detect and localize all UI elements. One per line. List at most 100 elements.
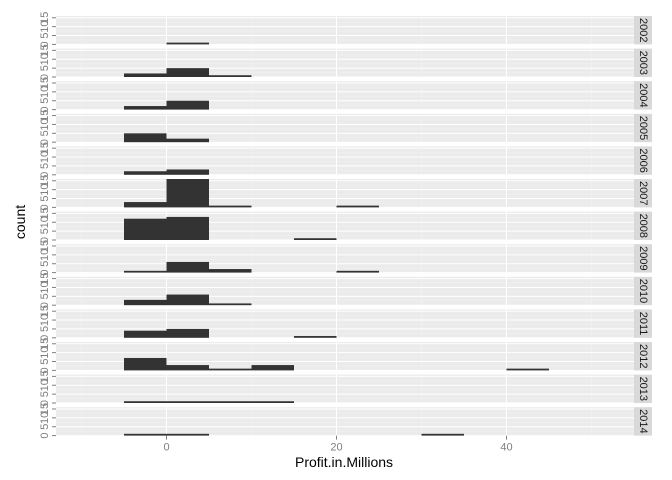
facet-strip bbox=[634, 146, 652, 175]
histogram-bar bbox=[251, 365, 294, 371]
y-tick-label: 0 bbox=[39, 433, 51, 439]
histogram-bar bbox=[209, 75, 252, 77]
y-tick-label: 10 bbox=[39, 347, 51, 359]
histogram-bar bbox=[166, 169, 209, 175]
histogram-bar bbox=[124, 73, 167, 77]
y-tick-label: 10 bbox=[39, 53, 51, 65]
histogram-bar bbox=[124, 171, 167, 175]
y-tick-label: 10 bbox=[39, 314, 51, 326]
histogram-bar bbox=[166, 433, 209, 436]
y-tick-label: 15 bbox=[39, 109, 51, 121]
y-tick-label: 5 bbox=[39, 98, 51, 104]
y-tick-label: 0 bbox=[39, 107, 51, 113]
facet-strip-label: 2009 bbox=[637, 246, 649, 270]
y-tick-label: 5 bbox=[39, 195, 51, 201]
facet-strip-label: 2002 bbox=[637, 18, 649, 42]
facet-strip-label: 2004 bbox=[637, 83, 649, 107]
y-tick-label: 15 bbox=[39, 240, 51, 252]
histogram-bar bbox=[166, 365, 209, 371]
x-tick-label: 0 bbox=[163, 442, 169, 454]
y-tick-label: 0 bbox=[39, 237, 51, 243]
histogram-bar bbox=[124, 357, 167, 371]
y-tick-label: 5 bbox=[39, 424, 51, 430]
histogram-bar bbox=[294, 336, 337, 338]
y-tick-label: 15 bbox=[39, 44, 51, 56]
y-tick-label: 10 bbox=[39, 216, 51, 228]
facet-strip bbox=[634, 16, 652, 45]
y-tick-label: 0 bbox=[39, 367, 51, 373]
histogram-bar bbox=[336, 270, 379, 273]
y-tick-label: 10 bbox=[39, 151, 51, 163]
y-tick-label: 10 bbox=[39, 118, 51, 130]
panel-background bbox=[56, 374, 634, 403]
y-tick-label: 15 bbox=[39, 305, 51, 317]
y-tick-label: 10 bbox=[39, 379, 51, 391]
y-tick-label: 15 bbox=[39, 370, 51, 382]
y-tick-label: 5 bbox=[39, 228, 51, 234]
y-tick-label: 15 bbox=[39, 272, 51, 284]
histogram-bar bbox=[166, 100, 209, 110]
histogram-bar bbox=[124, 330, 167, 338]
y-tick-label: 10 bbox=[39, 412, 51, 424]
y-tick-label: 10 bbox=[39, 281, 51, 293]
histogram-bar bbox=[124, 433, 167, 436]
facet-strip-label: 2014 bbox=[637, 409, 649, 433]
histogram-bar bbox=[124, 218, 167, 240]
y-tick-label: 0 bbox=[39, 302, 51, 308]
panel-background bbox=[56, 48, 634, 77]
panel-background bbox=[56, 81, 634, 110]
histogram-bar bbox=[336, 205, 379, 208]
histogram-bar bbox=[166, 401, 209, 403]
x-tick-label: 20 bbox=[330, 442, 342, 454]
facet-strip-label: 2005 bbox=[637, 116, 649, 140]
y-tick-label: 5 bbox=[39, 293, 51, 299]
histogram-bar bbox=[166, 68, 209, 77]
y-tick-label: 10 bbox=[39, 86, 51, 98]
y-tick-label: 15 bbox=[39, 142, 51, 154]
x-axis: 0 20 40 bbox=[163, 435, 513, 454]
facet-strip-label: 2006 bbox=[637, 148, 649, 172]
histogram-bar bbox=[124, 299, 167, 306]
histogram-bar bbox=[166, 138, 209, 143]
panel-background bbox=[56, 146, 634, 175]
histogram-bar bbox=[421, 433, 464, 436]
y-tick-label: 10 bbox=[39, 249, 51, 261]
y-tick-label: 0 bbox=[39, 335, 51, 341]
facet-strip bbox=[634, 342, 652, 371]
histogram-bar bbox=[166, 42, 209, 45]
y-tick-label: 15 bbox=[39, 175, 51, 187]
histogram-bar bbox=[209, 205, 252, 208]
y-tick-label: 10 bbox=[39, 184, 51, 196]
facet-strip-label: 2010 bbox=[637, 279, 649, 303]
histogram-bar bbox=[166, 261, 209, 273]
panel-background bbox=[56, 16, 634, 45]
y-tick-label: 0 bbox=[39, 270, 51, 276]
histogram-bar bbox=[166, 328, 209, 338]
y-tick-label: 5 bbox=[39, 130, 51, 136]
histogram-bar bbox=[251, 401, 294, 403]
y-tick-label: 5 bbox=[39, 326, 51, 332]
y-tick-label: 15 bbox=[39, 338, 51, 350]
facet-strip-label: 2003 bbox=[637, 51, 649, 75]
y-tick-label: 5 bbox=[39, 65, 51, 71]
y-tick-label: 0 bbox=[39, 204, 51, 210]
facet-strip bbox=[634, 48, 652, 77]
histogram-bar bbox=[166, 179, 209, 208]
panel-background bbox=[56, 407, 634, 436]
y-tick-label: 10 bbox=[39, 21, 51, 33]
histogram-bar bbox=[166, 294, 209, 306]
facet-strip bbox=[634, 81, 652, 110]
